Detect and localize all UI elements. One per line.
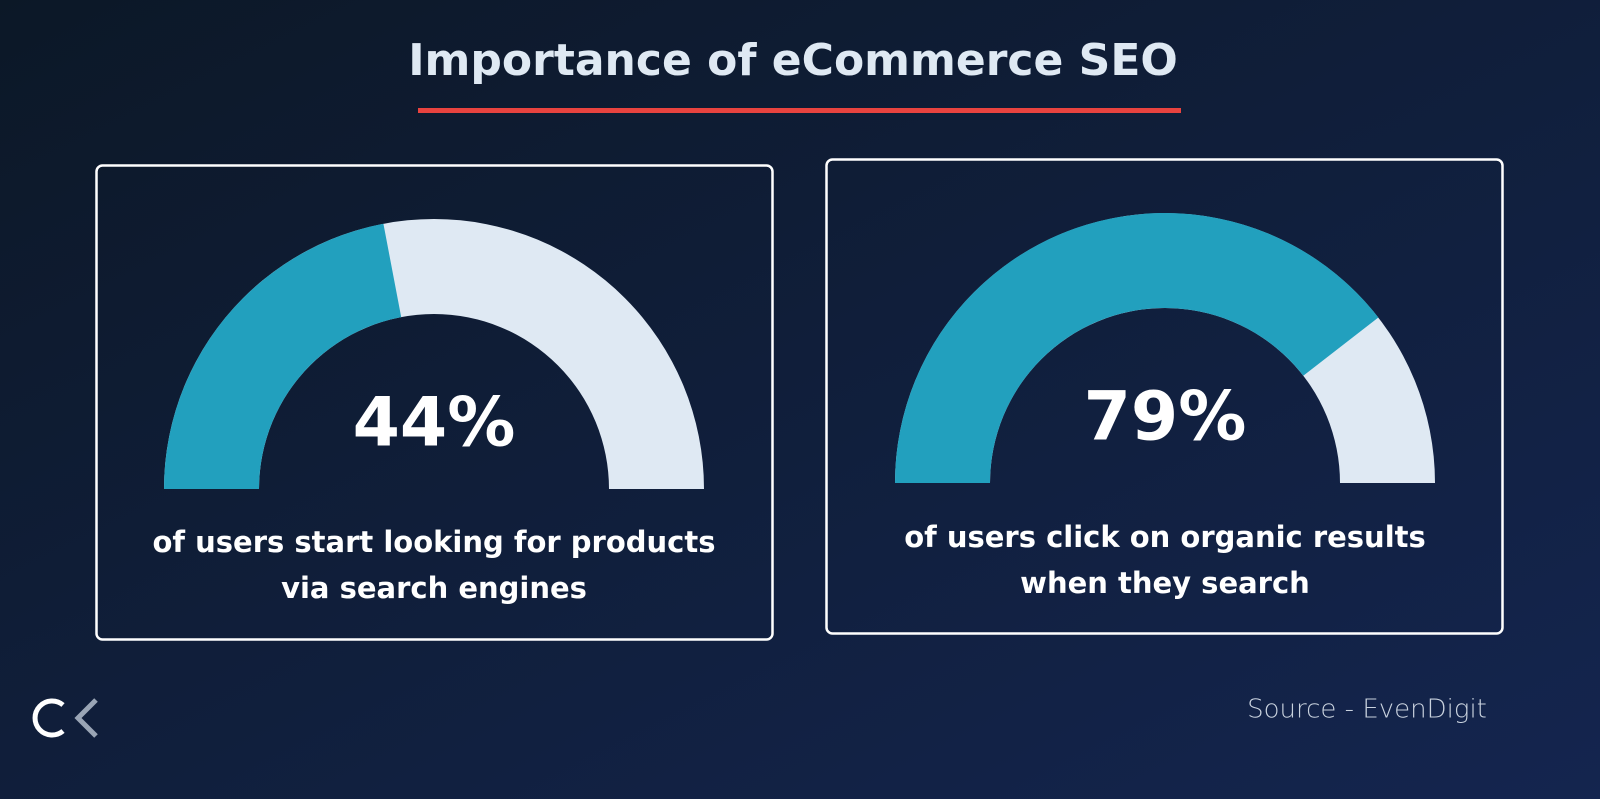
source: Source - EvenDigit [1247,695,1487,725]
gauge-value: 44% [353,384,516,463]
logo [32,698,98,738]
caption-line: of users start looking for products [153,525,716,559]
card [825,158,1504,635]
logo-chevron [74,698,98,738]
gauge-arc [164,223,402,489]
caption-line: of users click on organic results [904,520,1426,554]
caption-line: when they search [1020,566,1310,600]
page-title: Importance of eCommerce SEO [408,35,1178,86]
caption-line: via search engines [281,571,587,605]
title-underline [418,108,1181,113]
gauge-value: 79% [1084,378,1247,457]
card [95,164,774,641]
gauge-arc [895,213,1379,483]
logo-c [32,698,65,738]
